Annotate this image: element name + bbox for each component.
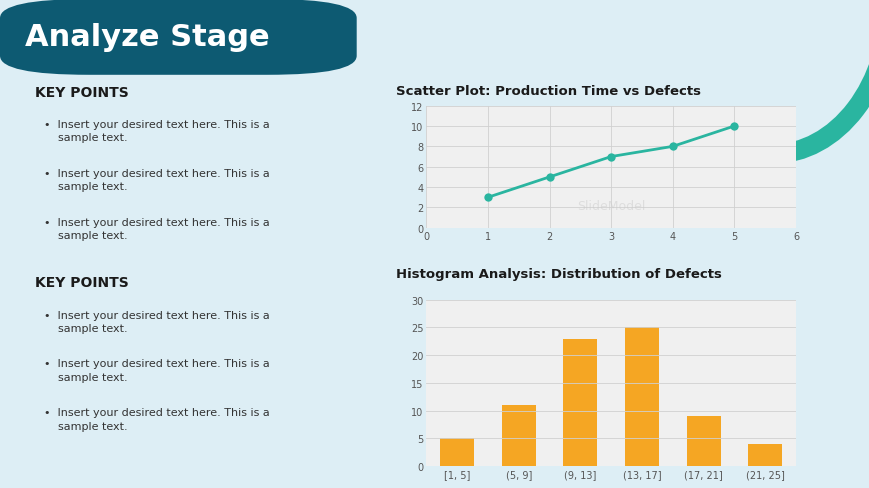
Text: KEY POINTS: KEY POINTS bbox=[35, 276, 129, 290]
Text: •  Insert your desired text here. This is a
    sample text.: • Insert your desired text here. This is… bbox=[43, 407, 269, 430]
FancyBboxPatch shape bbox=[0, 0, 356, 76]
Bar bbox=[747, 444, 781, 466]
Text: KEY POINTS: KEY POINTS bbox=[35, 85, 129, 100]
Text: •  Insert your desired text here. This is a
    sample text.: • Insert your desired text here. This is… bbox=[43, 359, 269, 382]
Text: •  Insert your desired text here. This is a
    sample text.: • Insert your desired text here. This is… bbox=[43, 217, 269, 240]
Text: SlideModel: SlideModel bbox=[576, 200, 645, 213]
Bar bbox=[440, 438, 474, 466]
Text: Analyze Stage: Analyze Stage bbox=[25, 23, 269, 52]
Text: Scatter Plot: Production Time vs Defects: Scatter Plot: Production Time vs Defects bbox=[395, 84, 700, 98]
Text: Histogram Analysis: Distribution of Defects: Histogram Analysis: Distribution of Defe… bbox=[395, 267, 721, 281]
Text: •  Insert your desired text here. This is a
    sample text.: • Insert your desired text here. This is… bbox=[43, 120, 269, 142]
Bar bbox=[686, 416, 720, 466]
Bar bbox=[501, 405, 535, 466]
Text: •  Insert your desired text here. This is a
    sample text.: • Insert your desired text here. This is… bbox=[43, 310, 269, 333]
Text: •  Insert your desired text here. This is a
    sample text.: • Insert your desired text here. This is… bbox=[43, 168, 269, 191]
Bar bbox=[624, 328, 658, 466]
Bar bbox=[563, 339, 597, 466]
